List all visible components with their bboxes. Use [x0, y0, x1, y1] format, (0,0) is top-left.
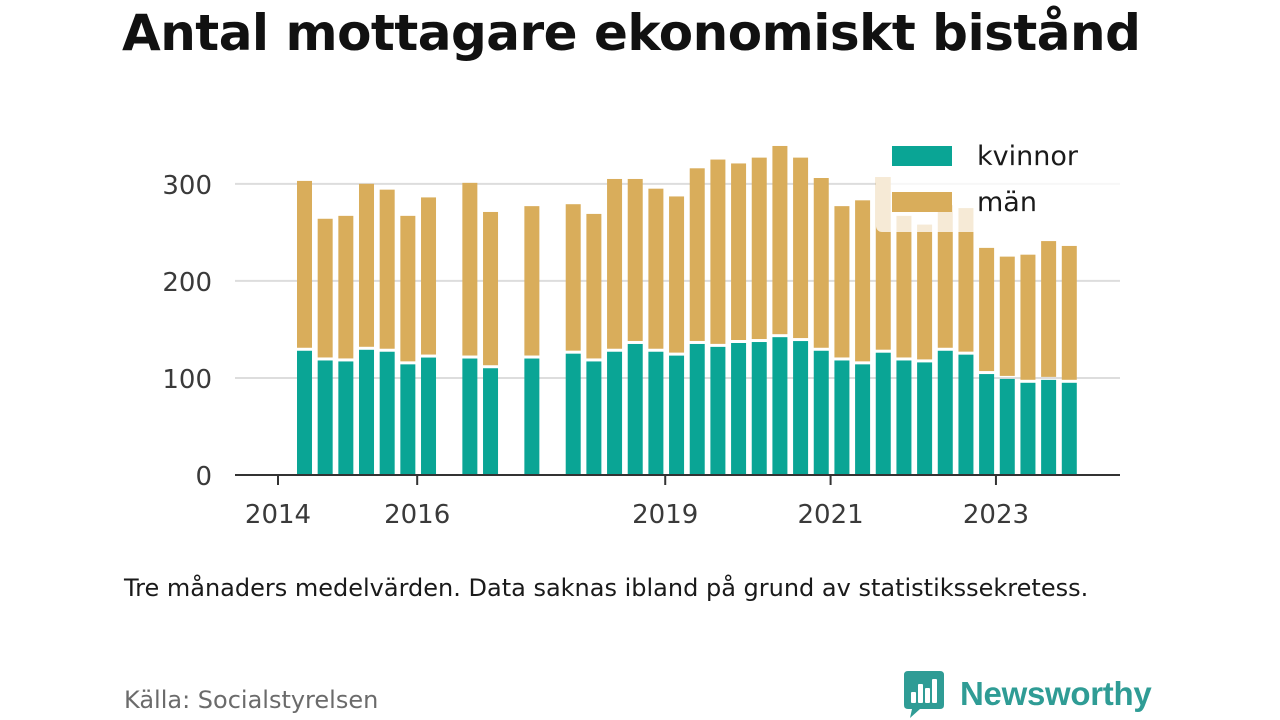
legend-swatch	[892, 146, 952, 166]
bar-kvinnor	[317, 360, 333, 475]
source-label: Källa: Socialstyrelsen	[124, 686, 379, 714]
x-tick-label: 2023	[963, 500, 1029, 530]
bar-kvinnor	[875, 352, 891, 475]
x-tick-label: 2019	[632, 500, 698, 530]
bar-man	[917, 224, 933, 360]
bar-man	[524, 206, 540, 356]
bar-man	[689, 168, 705, 341]
bar-man	[648, 188, 664, 349]
bar-kvinnor	[834, 360, 850, 475]
bar-kvinnor	[379, 351, 395, 475]
bar-kvinnor	[813, 350, 829, 475]
bar-kvinnor	[421, 357, 437, 475]
bar-kvinnor	[772, 337, 788, 475]
bar-kvinnor	[917, 362, 933, 475]
bar-kvinnor	[669, 355, 685, 475]
bar-kvinnor	[627, 343, 643, 475]
bar-kvinnor	[524, 358, 540, 475]
bar-kvinnor	[937, 350, 953, 475]
bar-kvinnor	[793, 341, 809, 475]
y-tick-label: 200	[162, 268, 212, 298]
chart-note: Tre månaders medelvärden. Data saknas ib…	[124, 574, 1089, 602]
bar-man	[772, 145, 788, 335]
bar-kvinnor	[731, 343, 747, 475]
bar-man	[958, 208, 974, 352]
bar-man	[586, 213, 602, 359]
bar-man	[317, 218, 333, 358]
bar-man	[751, 157, 767, 340]
bar-kvinnor	[1061, 382, 1077, 475]
bar-man	[710, 159, 726, 344]
bar-man	[813, 178, 829, 348]
chart-title: Antal mottagare ekonomiskt bistånd	[122, 4, 1141, 62]
brand-name: Newsworthy	[960, 675, 1152, 712]
x-tick-label: 2021	[798, 500, 864, 530]
bar-man	[565, 204, 581, 351]
bar-kvinnor	[896, 360, 912, 475]
bar-man	[834, 206, 850, 358]
brand-logo[interactable]: Newsworthy	[902, 670, 1152, 718]
bar-man	[979, 247, 995, 372]
y-tick-label: 100	[162, 365, 212, 395]
bar-man	[627, 178, 643, 341]
bar-kvinnor	[689, 343, 705, 475]
bar-kvinnor	[710, 346, 726, 475]
bars	[297, 145, 1077, 475]
bar-kvinnor	[648, 351, 664, 475]
newsworthy-logo-icon	[904, 671, 944, 718]
bar-kvinnor	[400, 364, 416, 475]
bar-kvinnor	[359, 349, 375, 475]
bar-kvinnor	[297, 350, 312, 475]
legend-label: kvinnor	[977, 141, 1079, 172]
bar-man	[338, 215, 354, 359]
bar-man	[855, 200, 871, 362]
bar-man	[1061, 245, 1077, 380]
bar-kvinnor	[483, 368, 499, 475]
bar-man	[400, 215, 416, 362]
bar-man	[999, 256, 1015, 376]
bar-man	[1020, 254, 1036, 380]
bar-kvinnor	[565, 353, 581, 475]
axes: 0 100 200 300 2014 2016 2019 2021 2023	[162, 171, 1120, 530]
bar-man	[793, 157, 809, 339]
bar-kvinnor	[979, 374, 995, 475]
bar-man	[937, 205, 953, 348]
x-tick-label: 2016	[384, 500, 450, 530]
bar-kvinnor	[1020, 382, 1036, 475]
bar-man	[669, 196, 685, 353]
bar-kvinnor	[607, 351, 623, 475]
bar-kvinnor	[1041, 379, 1057, 475]
bar-kvinnor	[958, 354, 974, 475]
y-tick-label: 300	[162, 171, 212, 201]
bar-kvinnor	[999, 378, 1015, 475]
bar-man	[421, 197, 437, 355]
bar-man	[896, 215, 912, 358]
legend-swatch	[892, 192, 952, 212]
bar-man	[607, 178, 623, 349]
bar-man	[1041, 241, 1057, 377]
legend: kvinnor män	[876, 134, 1122, 232]
bar-man	[462, 182, 478, 356]
x-tick-label: 2014	[245, 500, 311, 530]
chart: 0 100 200 300 2014 2016 2019 2021 2023 kvinnor mä…	[162, 134, 1122, 530]
y-tick-label: 0	[195, 462, 212, 492]
bar-man	[297, 180, 312, 348]
bar-kvinnor	[462, 358, 478, 475]
bar-kvinnor	[338, 361, 354, 475]
bar-man	[731, 163, 747, 340]
bar-man	[379, 189, 395, 349]
bar-kvinnor	[751, 342, 767, 475]
bar-kvinnor	[586, 361, 602, 475]
legend-label: män	[977, 187, 1037, 218]
bar-man	[359, 183, 375, 347]
bar-man	[483, 211, 499, 366]
bar-kvinnor	[855, 364, 871, 475]
